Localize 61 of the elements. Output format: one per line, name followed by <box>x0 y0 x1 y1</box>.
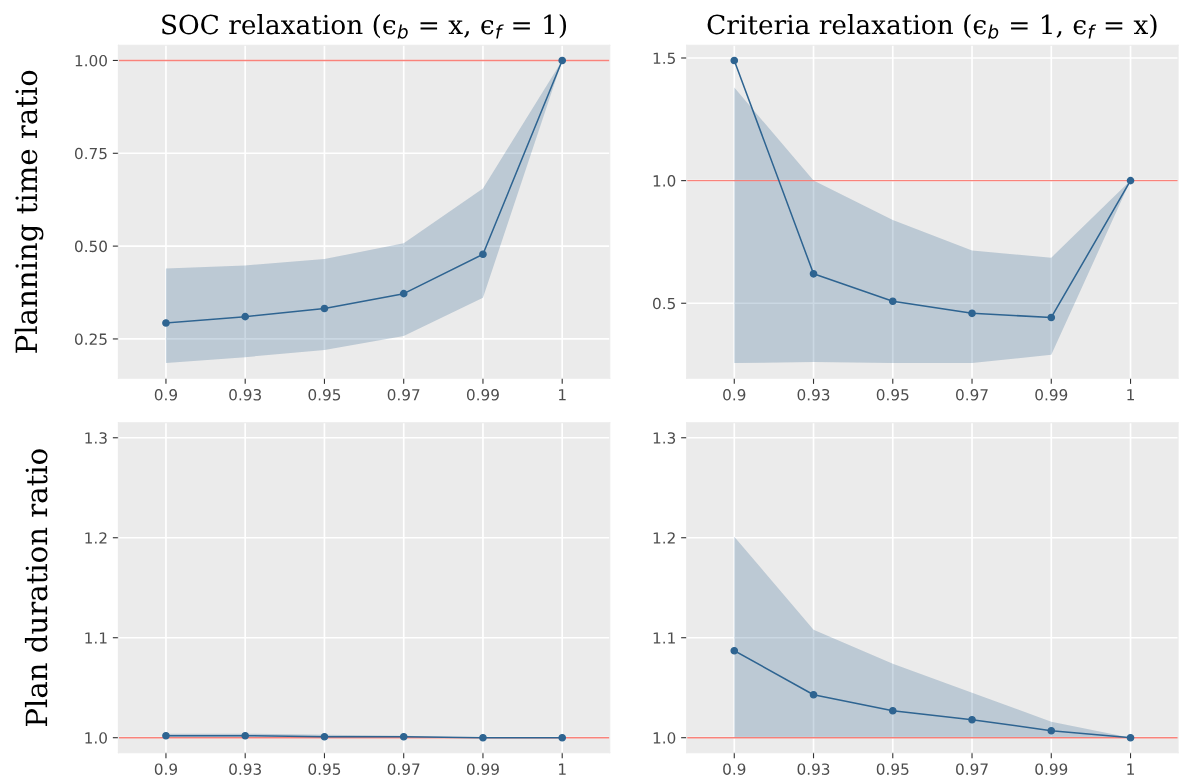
chart-title: SOC relaxation (ϵ$_{b}$ = x, ϵ$_{f}$ = 1) <box>162 14 567 39</box>
x-tick-label: 0.93 <box>797 763 830 775</box>
y-tick-label: 1.3 <box>653 432 676 444</box>
x-tick-label: 0.95 <box>308 388 341 401</box>
point <box>558 56 567 65</box>
point <box>888 297 897 306</box>
y-tick-label: 0.75 <box>74 147 107 160</box>
point <box>968 715 976 724</box>
point <box>1047 313 1056 322</box>
point <box>479 250 487 259</box>
point <box>968 309 976 318</box>
x-tick-label: 0.9 <box>154 763 178 775</box>
x-tick-label: 0.97 <box>387 388 420 401</box>
y-tick-label: 1.00 <box>75 54 107 67</box>
y-tick-label: 0.50 <box>74 240 107 253</box>
x-tick-label: 0.99 <box>1035 388 1068 401</box>
y-axis-title: Plan duration ratio <box>24 449 48 727</box>
point <box>730 646 739 655</box>
x-tick-label: 0.97 <box>956 763 988 775</box>
point <box>888 706 897 715</box>
y-tick-label: 1.1 <box>653 632 675 644</box>
x-tick-label: 0.95 <box>876 763 909 775</box>
chart-title: Criteria relaxation (ϵ$_{b}$ = 1, ϵ$_{f}$ = x) <box>707 14 1157 39</box>
x-tick-label: 1 <box>559 389 566 401</box>
y-axis-title: Planning time ratio <box>14 70 44 353</box>
x-tick-label: 0.93 <box>797 388 830 401</box>
point <box>1126 733 1135 742</box>
y-tick-label: 0.5 <box>653 297 675 310</box>
y-tick-label: 1.0 <box>85 732 107 744</box>
y-tick-label: 1.2 <box>85 532 107 544</box>
point <box>241 312 250 321</box>
x-tick-label: 0.93 <box>229 763 261 775</box>
point <box>162 319 170 327</box>
y-tick-label: 1.2 <box>653 532 675 544</box>
x-tick-label: 0.95 <box>876 388 909 401</box>
y-tick-label: 0.25 <box>74 333 107 345</box>
x-tick-label: 1 <box>559 763 566 775</box>
y-tick-label: 1.3 <box>85 432 107 444</box>
x-tick-label: 0.99 <box>1035 763 1068 775</box>
x-tick-label: 0.93 <box>229 388 261 401</box>
x-tick-label: 1 <box>1127 389 1134 401</box>
y-tick-label: 1.1 <box>85 632 107 644</box>
x-tick-label: 0.97 <box>387 763 420 775</box>
point <box>399 289 408 298</box>
x-tick-label: 0.9 <box>723 388 746 401</box>
point <box>809 270 818 278</box>
y-tick-label: 1.5 <box>653 52 675 65</box>
x-tick-label: 0.95 <box>308 763 341 775</box>
point <box>730 56 739 65</box>
point <box>1047 726 1056 735</box>
x-tick-label: 1 <box>1127 763 1134 775</box>
x-tick-label: 0.9 <box>154 388 178 401</box>
y-tick-label: 1.0 <box>653 732 676 744</box>
x-tick-label: 0.9 <box>723 763 746 775</box>
x-tick-label: 0.97 <box>956 388 988 401</box>
point <box>1126 176 1135 185</box>
point <box>320 304 329 313</box>
x-tick-label: 0.99 <box>466 763 499 775</box>
x-tick-label: 0.99 <box>466 388 499 401</box>
point <box>809 690 818 699</box>
y-tick-label: 1.0 <box>653 175 676 187</box>
